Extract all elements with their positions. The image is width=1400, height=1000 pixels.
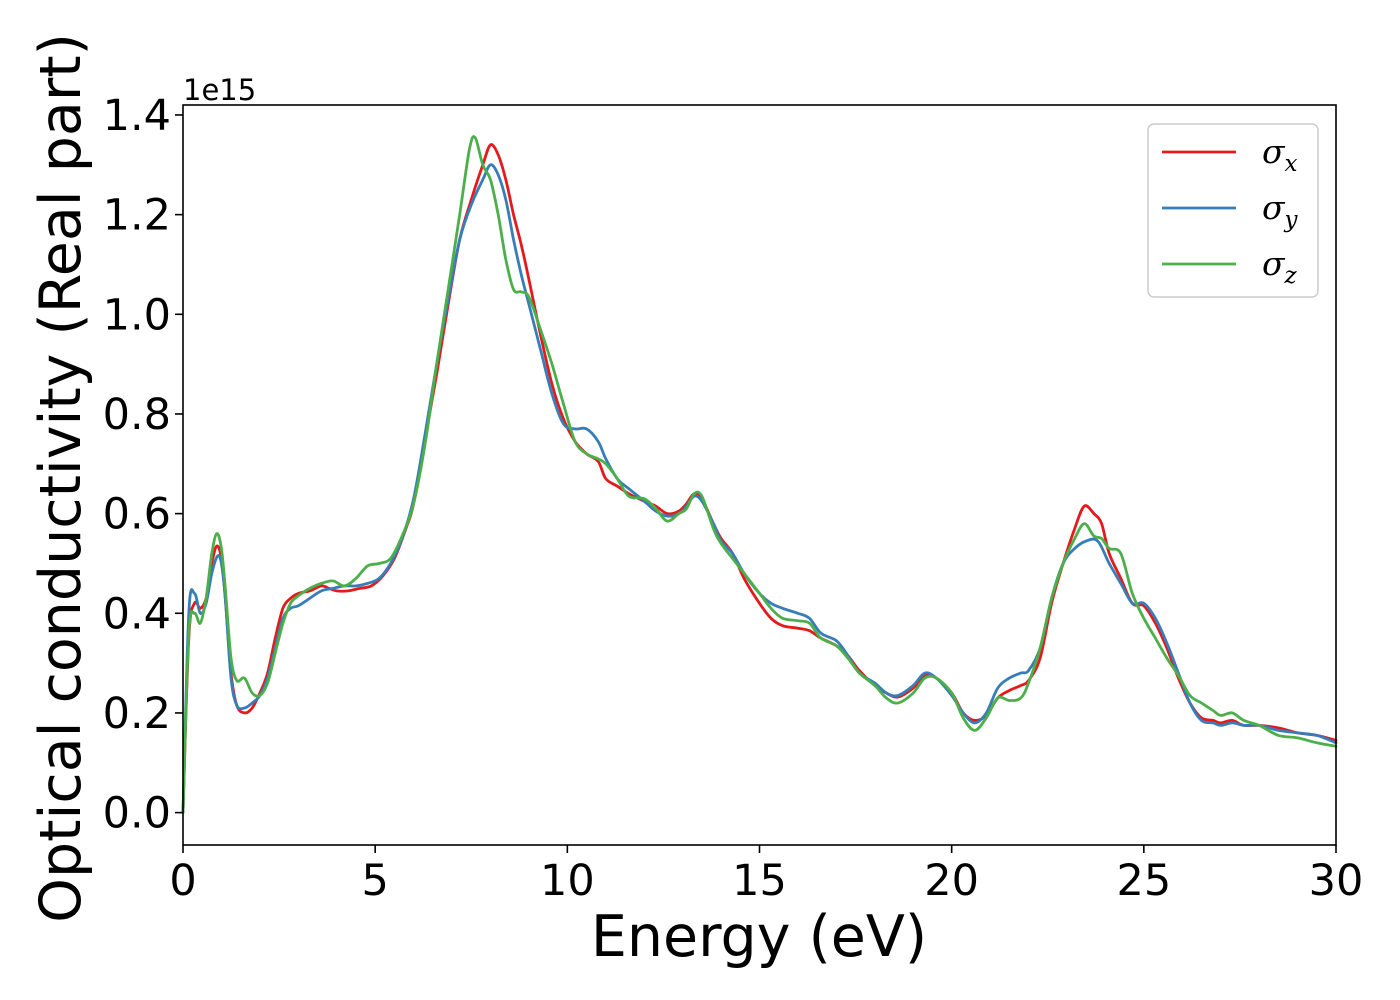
legend-symbol: σ — [1262, 188, 1286, 227]
y-tick-label: 0.6 — [103, 490, 171, 540]
x-tick-label: 15 — [732, 856, 787, 906]
y-axis: 0.0 0.2 0.4 0.6 0.8 1.0 1.2 1.4 — [103, 91, 183, 839]
x-axis-title: Energy (eV) — [591, 904, 927, 970]
x-tick-label: 25 — [1116, 856, 1171, 906]
y-tick-label: 1.2 — [103, 191, 171, 241]
y-offset-label: 1e15 — [183, 73, 256, 107]
y-tick-label: 1.4 — [103, 91, 171, 141]
legend-label-x: σx — [1262, 132, 1298, 177]
series-layer — [181, 135, 1338, 814]
x-tick-label: 5 — [361, 856, 388, 906]
x-tick-label: 0 — [169, 856, 196, 906]
x-axis: 0 5 10 15 20 25 30 — [169, 845, 1363, 906]
legend-subscript: y — [1284, 207, 1299, 233]
legend-symbol: σ — [1262, 132, 1286, 171]
x-tick-label: 30 — [1309, 856, 1364, 906]
legend-subscript: x — [1285, 151, 1298, 177]
legend-box — [1147, 123, 1319, 298]
y-tick-label: 0.4 — [103, 589, 171, 639]
x-tick-label: 20 — [924, 856, 979, 906]
series-line-x — [181, 143, 1338, 814]
legend-subscript: z — [1284, 263, 1298, 289]
legend-symbol: σ — [1262, 244, 1286, 283]
y-axis-title: Optical conductivity (Real part) — [28, 33, 94, 923]
series-line-z — [181, 135, 1338, 814]
y-tick-label: 0.2 — [103, 689, 171, 739]
y-tick-label: 0.8 — [103, 390, 171, 440]
y-tick-label: 1.0 — [103, 290, 171, 340]
x-tick-label: 10 — [540, 856, 595, 906]
legend-label-z: σz — [1262, 244, 1298, 289]
y-tick-label: 0.0 — [103, 789, 171, 839]
legend-label-y: σy — [1262, 188, 1299, 233]
plot-area — [183, 105, 1336, 845]
